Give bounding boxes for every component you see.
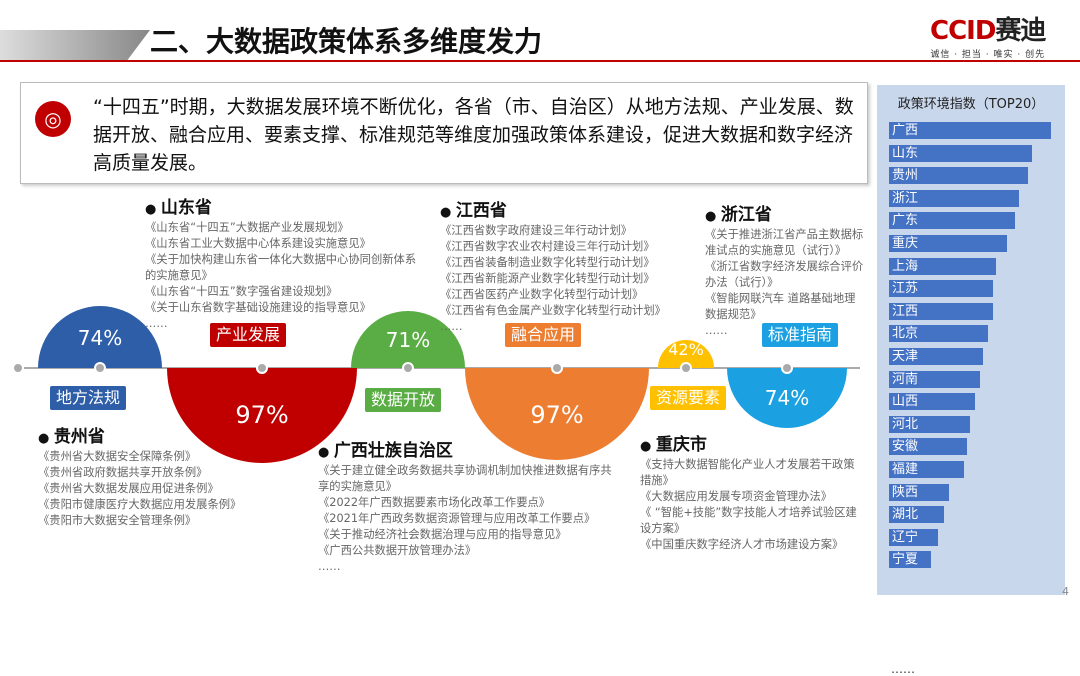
timeline-node: [551, 362, 563, 374]
province-name: 浙江省: [705, 200, 865, 225]
dimension-label: 产业发展: [210, 323, 287, 347]
ranking-bar: 重庆: [889, 235, 1008, 252]
policy-item: ……: [145, 317, 168, 330]
policy-item: 《贵阳市大数据安全管理条例》: [38, 514, 197, 527]
policy-item: 《关于加快构建山东省一体化大数据中心协同创新体系的实施意见》: [145, 253, 417, 282]
page-number: 4: [1062, 585, 1069, 598]
policy-item: 《 “智能+技能”数字技能人才培养试验区建设方案》: [640, 506, 857, 535]
ranking-bar: 辽宁: [889, 528, 938, 546]
ranking-bar: 天津: [889, 348, 983, 365]
ranking-more: ……: [891, 662, 915, 676]
policy-item: 《2021年广西政务数据资源管理与应用改革工作要点》: [318, 512, 596, 525]
ranking-bar: 江西: [889, 302, 993, 320]
policy-item: ……: [318, 560, 341, 573]
policy-item: 《山东省工业大数据中心体系建设实施意见》: [145, 237, 371, 250]
policy-item: ……: [440, 320, 463, 333]
ranking-bar: 河北: [889, 415, 970, 433]
province-name: 广西壮族自治区: [318, 436, 618, 461]
policy-item: 《江西省有色金属产业数字化转型行动计划》: [440, 304, 666, 317]
intro-box: ◎ “十四五”时期，大数据发展环境不断优化，各省（市、自治区）从地方法规、产业发…: [20, 82, 868, 184]
ranking-bar: 北京: [889, 325, 988, 343]
dimension-percent: 74%: [764, 386, 810, 410]
dimension-percent: 97%: [530, 401, 584, 429]
dimension-label: 地方法规: [50, 386, 127, 410]
timeline-node: [781, 362, 793, 374]
province-chongqing: 重庆市 《支持大数据智能化产业人才发展若干政策措施》《大数据应用发展专项资金管理…: [640, 430, 865, 553]
province-jiangxi: 江西省 《江西省数字政府建设三年行动计划》《江西省数字农业农村建设三年行动计划》…: [440, 196, 690, 335]
page-title: 二、大数据政策体系多维度发力: [150, 25, 543, 58]
timeline-node: [94, 362, 106, 374]
timeline-node: [12, 362, 24, 374]
timeline-node: [402, 362, 414, 374]
policy-item: 《山东省“十四五”大数据产业发展规划》: [145, 221, 349, 234]
header-divider: [0, 60, 1080, 62]
province-name: 重庆市: [640, 430, 865, 455]
province-guangxi: 广西壮族自治区 《关于建立健全政务数据共享协调机制加快推进数据有序共享的实施意见…: [318, 436, 618, 575]
policy-item: 《2022年广西数据要素市场化改革工作要点》: [318, 496, 551, 509]
province-shandong: 山东省 《山东省“十四五”大数据产业发展规划》《山东省工业大数据中心体系建设实施…: [145, 193, 425, 332]
timeline-node: [680, 362, 692, 374]
policy-item: 《江西省数字政府建设三年行动计划》: [440, 224, 633, 237]
dimension-label: 资源要素: [650, 386, 727, 410]
policy-item: 《浙江省数字经济发展综合评价办法（试行）》: [705, 260, 864, 289]
policy-item: 《关于推动经济社会数据治理与应用的指导意见》: [318, 528, 567, 541]
policy-item: 《贵州省大数据发展应用促进条例》: [38, 482, 219, 495]
intro-text: “十四五”时期，大数据发展环境不断优化，各省（市、自治区）从地方法规、产业发展、…: [93, 96, 854, 174]
policy-item: 《江西省装备制造业数字化转型行动计划》: [440, 256, 655, 269]
timeline-axis: [18, 367, 860, 369]
ccid-logo: CCID赛迪 诚信 · 担当 · 唯实 · 创先: [930, 16, 1046, 60]
policy-item: 《中国重庆数字经济人才市场建设方案》: [640, 538, 844, 551]
ranking-bar: 安徽: [889, 438, 967, 456]
ranking-bar: 宁夏: [889, 551, 932, 569]
policy-item: 《贵州省大数据安全保障条例》: [38, 450, 197, 463]
ranking-bar: 广西: [889, 122, 1051, 139]
province-zhejiang: 浙江省 《关于推进浙江省产品主数据标准试点的实施意见（试行）》《浙江省数字经济发…: [705, 200, 865, 339]
ranking-bar: 贵州: [889, 167, 1029, 185]
policy-item: ……: [705, 324, 728, 337]
province-guizhou: 贵州省 《贵州省大数据安全保障条例》《贵州省政府数据共享开放条例》《贵州省大数据…: [38, 422, 278, 529]
ranking-bar: 陕西: [889, 483, 949, 501]
ranking-title: 政策环境指数（TOP20）: [897, 97, 1045, 112]
ccid-seal-icon: ◎: [35, 101, 71, 137]
dimension-label: 标准指南: [762, 323, 839, 347]
ranking-bar: 福建: [889, 461, 964, 478]
policy-item: 《贵州省政府数据共享开放条例》: [38, 466, 208, 479]
ranking-bar: 广东: [889, 212, 1016, 230]
policy-item: 《大数据应用发展专项资金管理办法》: [640, 490, 833, 503]
policy-item: 《江西省数字农业农村建设三年行动计划》: [440, 240, 655, 253]
ranking-bar: 浙江: [889, 189, 1019, 207]
province-name: 贵州省: [38, 422, 278, 447]
province-name: 山东省: [145, 193, 425, 218]
dimension-label: 融合应用: [505, 323, 582, 347]
policy-item: 《关于建立健全政务数据共享协调机制加快推进数据有序共享的实施意见》: [318, 464, 612, 493]
policy-item: 《广西公共数据开放管理办法》: [318, 544, 477, 557]
policy-item: 《山东省“十四五”数字强省建设规划》: [145, 285, 338, 298]
dimension-label: 数据开放: [365, 388, 442, 412]
policy-item: 《智能网联汽车 道路基础地理数据规范》: [705, 292, 856, 321]
dimension-percent: 71%: [385, 328, 431, 352]
policy-item: 《江西省新能源产业数字化转型行动计划》: [440, 272, 655, 285]
ranking-panel: 政策环境指数（TOP20） 广西山东贵州浙江广东重庆上海江苏江西北京天津河南山西…: [877, 85, 1065, 676]
dimension-percent: 74%: [77, 326, 123, 350]
ranking-bar: 山东: [889, 144, 1032, 162]
ranking-bar: 江苏: [889, 280, 993, 298]
timeline-node: [256, 362, 268, 374]
province-name: 江西省: [440, 196, 690, 221]
ranking-bar: 山西: [889, 393, 975, 411]
policy-item: 《贵阳市健康医疗大数据应用发展条例》: [38, 498, 242, 511]
ranking-bar: 上海: [889, 257, 996, 275]
ranking-bar: 湖北: [889, 506, 945, 524]
policy-item: 《关于推进浙江省产品主数据标准试点的实施意见（试行）》: [705, 228, 864, 257]
header-stripe: [0, 30, 150, 60]
ranking-bar: 河南: [889, 370, 980, 388]
policy-item: 《关于山东省数字基础设施建设的指导意见》: [145, 301, 371, 314]
policy-item: 《江西省医药产业数字化转型行动计划》: [440, 288, 644, 301]
policy-item: 《支持大数据智能化产业人才发展若干政策措施》: [640, 458, 855, 487]
dimension-percent: 42%: [668, 340, 704, 359]
